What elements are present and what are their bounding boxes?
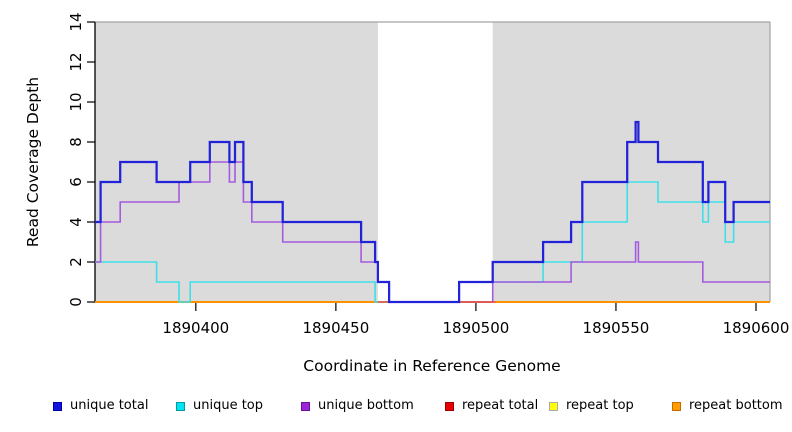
x-tick-label-1890500: 1890500 <box>443 319 510 337</box>
x-axis-title: Coordinate in Reference Genome <box>303 357 561 375</box>
legend-item-repeat-total: repeat total <box>445 399 538 413</box>
legend-label: repeat bottom <box>689 398 783 413</box>
y-tick-label-6: 6 <box>67 177 85 187</box>
legend-label: repeat top <box>566 398 634 413</box>
y-tick-label-4: 4 <box>67 217 85 227</box>
x-tick-label-1890450: 1890450 <box>302 319 369 337</box>
legend-swatch-repeat-top <box>549 401 558 411</box>
y-tick-label-14: 14 <box>67 12 85 31</box>
legend-item-unique-total: unique total <box>53 399 148 413</box>
legend-item-repeat-top: repeat top <box>549 399 634 413</box>
x-tick-label-1890550: 1890550 <box>583 319 650 337</box>
legend-swatch-unique-bottom <box>301 401 310 411</box>
legend-swatch-repeat-total <box>445 401 454 411</box>
x-tick-label-1890600: 1890600 <box>723 319 790 337</box>
legend-label: unique top <box>193 398 264 413</box>
y-tick-label-8: 8 <box>67 137 85 147</box>
y-tick-label-12: 12 <box>67 52 85 71</box>
legend-label: unique bottom <box>318 398 414 413</box>
y-tick-label-2: 2 <box>67 257 85 267</box>
x-tick-label-1890400: 1890400 <box>162 319 229 337</box>
legend-swatch-repeat-bottom <box>672 401 681 411</box>
legend-item-unique-bottom: unique bottom <box>301 399 414 413</box>
series-line-unique-top <box>95 181 770 303</box>
legend-label: unique total <box>70 398 149 413</box>
y-axis-title: Read Coverage Depth <box>24 76 42 248</box>
legend-swatch-unique-total <box>53 401 62 411</box>
y-tick-label-10: 10 <box>67 92 85 111</box>
shaded-region <box>492 22 770 302</box>
legend-item-repeat-bottom: repeat bottom <box>672 399 783 413</box>
legend-item-unique-top: unique top <box>176 399 263 413</box>
legend-swatch-unique-top <box>176 401 185 411</box>
legend-label: repeat total <box>462 398 539 413</box>
y-tick-label-0: 0 <box>67 297 85 307</box>
series-line-unique-bottom <box>95 161 770 303</box>
series-line-unique-total <box>95 120 770 304</box>
